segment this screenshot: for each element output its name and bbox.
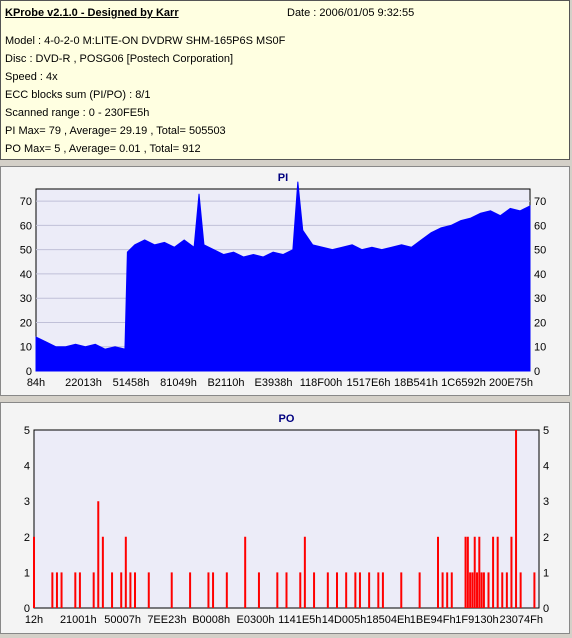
y-tick-label-right: 30 [534, 293, 546, 305]
pi-chart-panel: PI 0 0 10 10 20 20 30 30 40 40 50 50 60 60 70 70 84h 22013… [0, 166, 570, 396]
x-tick-label: 18B541h [394, 377, 438, 389]
y-tick-label-right: 2 [543, 532, 549, 544]
y-tick-label-left: 5 [24, 425, 30, 437]
y-tick-label-left: 20 [20, 317, 32, 329]
x-tick-label: 1F9130h [455, 614, 498, 626]
y-tick-label-left: 2 [24, 532, 30, 544]
y-tick-label-right: 70 [534, 196, 546, 208]
y-tick-label-right: 3 [543, 496, 549, 508]
x-tick-label: B0008h [192, 614, 230, 626]
info-po-stats: PO Max= 5 , Average= 0.01 , Total= 912 [5, 143, 201, 155]
scan-date: Date : 2006/01/05 9:32:55 [287, 7, 415, 19]
y-tick-label-right: 4 [543, 461, 549, 473]
po-chart-panel: PO 0 0 1 1 2 2 3 3 4 4 5 5 12h 21001h 50007h 7EE23h B0008… [0, 402, 570, 634]
y-tick-label-left: 0 [24, 603, 30, 615]
y-tick-label-right: 60 [534, 220, 546, 232]
info-panel: KProbe v2.1.0 - Designed by Karr Date : … [0, 0, 570, 160]
y-tick-label-right: 1 [543, 567, 549, 579]
y-tick-label-left: 60 [20, 220, 32, 232]
x-tick-label: 21001h [60, 614, 97, 626]
y-tick-label-left: 30 [20, 293, 32, 305]
info-ecc-sum: ECC blocks sum (PI/PO) : 8/1 [5, 89, 151, 101]
po-chart: PO 0 0 1 1 2 2 3 3 4 4 5 5 12h 21001h 50007h 7EE23h B0008… [24, 413, 549, 626]
y-tick-label-right: 5 [543, 425, 549, 437]
y-tick-label-left: 0 [26, 366, 32, 378]
x-tick-label: E3938h [255, 377, 293, 389]
x-tick-label: 84h [27, 377, 45, 389]
x-tick-label: 51458h [113, 377, 150, 389]
y-tick-label-right: 20 [534, 317, 546, 329]
y-tick-label-right: 10 [534, 342, 546, 354]
x-tick-label: 12h [25, 614, 43, 626]
info-disc: Disc : DVD-R , POSG06 [Postech Corporati… [5, 53, 234, 65]
x-tick-label: 1141E5h [278, 614, 321, 626]
app-title: KProbe v2.1.0 - Designed by Karr [5, 7, 179, 19]
x-tick-label: 23074Fh [500, 614, 543, 626]
x-tick-label: 50007h [104, 614, 141, 626]
info-scanned-range: Scanned range : 0 - 230FE5h [5, 107, 150, 119]
x-tick-label: 1517E6h [346, 377, 390, 389]
y-tick-label-left: 10 [20, 342, 32, 354]
x-tick-label: 7EE23h [147, 614, 186, 626]
x-tick-label: 14D005h [322, 614, 367, 626]
x-tick-label: 118F00h [300, 377, 343, 389]
x-tick-label: 1C6592h [441, 377, 486, 389]
x-tick-label: 18504Eh [366, 614, 410, 626]
y-tick-label-left: 4 [24, 461, 30, 473]
x-tick-label: 81049h [160, 377, 197, 389]
chart-title: PI [278, 172, 288, 184]
y-tick-label-left: 1 [24, 567, 30, 579]
y-tick-label-left: 40 [20, 269, 32, 281]
y-tick-label-right: 0 [534, 366, 540, 378]
info-speed: Speed : 4x [5, 71, 58, 83]
y-tick-label-right: 40 [534, 269, 546, 281]
x-tick-label: 200E75h [489, 377, 533, 389]
info-pi-stats: PI Max= 79 , Average= 29.19 , Total= 505… [5, 125, 226, 137]
x-tick-label: E0300h [237, 614, 275, 626]
info-model: Model : 4-0-2-0 M:LITE-ON DVDRW SHM-165P… [5, 35, 286, 47]
x-tick-label: 22013h [65, 377, 102, 389]
y-tick-label-right: 50 [534, 245, 546, 257]
x-tick-label: 1BE94Fh [410, 614, 456, 626]
pi-series-area [35, 181, 531, 372]
y-tick-label-left: 50 [20, 245, 32, 257]
y-tick-label-right: 0 [543, 603, 549, 615]
x-tick-label: B2110h [207, 377, 244, 389]
y-tick-label-left: 3 [24, 496, 30, 508]
y-tick-label-left: 70 [20, 196, 32, 208]
chart-title: PO [279, 413, 295, 425]
pi-chart: PI 0 0 10 10 20 20 30 30 40 40 50 50 60 60 70 70 84h 22013… [20, 172, 547, 389]
